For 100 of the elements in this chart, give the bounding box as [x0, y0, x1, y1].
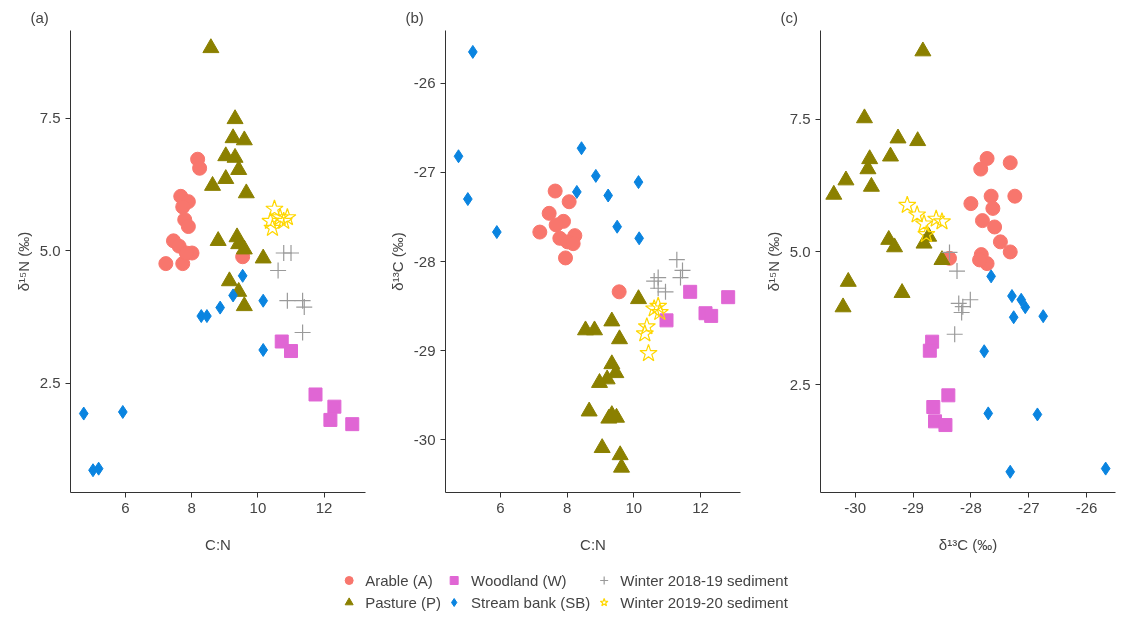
- point: [837, 170, 855, 186]
- x-tick-label: 8: [563, 498, 572, 516]
- point: [561, 194, 577, 210]
- point: [558, 250, 573, 266]
- chart-title: (c): [780, 8, 798, 26]
- point: [270, 207, 290, 226]
- y-tick-label: 5.0: [789, 242, 811, 260]
- point: [611, 445, 629, 461]
- y-tick-label: 5.0: [39, 241, 61, 259]
- point: [673, 261, 692, 280]
- point: [226, 147, 244, 163]
- point: [1020, 300, 1031, 315]
- x-tick-label: -28: [960, 498, 982, 516]
- y-tick-label: -30: [413, 430, 436, 448]
- point: [274, 334, 289, 349]
- point: [635, 324, 654, 342]
- point: [721, 290, 736, 305]
- x-axis-title: C:N: [205, 535, 231, 553]
- point: [979, 150, 995, 166]
- y-axis-title: δ¹⁵N (‰): [14, 231, 32, 292]
- point: [637, 317, 656, 335]
- point: [323, 412, 338, 427]
- point: [922, 343, 937, 358]
- point: [254, 248, 272, 264]
- point: [576, 141, 587, 156]
- point: [532, 224, 548, 240]
- point: [1002, 244, 1018, 260]
- point: [158, 256, 174, 272]
- point: [278, 292, 296, 310]
- point: [932, 212, 952, 230]
- chart-title: (a): [30, 8, 49, 26]
- point: [613, 457, 630, 473]
- y-axis-title: δ¹⁵N (‰): [764, 231, 782, 292]
- point: [668, 251, 686, 269]
- point: [983, 188, 999, 204]
- point: [650, 302, 669, 321]
- x-tick-label: 12: [315, 498, 333, 516]
- point: [985, 200, 1001, 216]
- point: [541, 205, 557, 221]
- y-tick-label: 7.5: [789, 110, 811, 128]
- point: [293, 323, 312, 342]
- point: [639, 343, 658, 362]
- point: [645, 272, 663, 290]
- point: [886, 237, 904, 253]
- point: [209, 231, 227, 246]
- point: [855, 108, 873, 124]
- point: [1038, 309, 1049, 324]
- point: [979, 344, 990, 359]
- point: [547, 183, 563, 199]
- point: [269, 261, 287, 280]
- point: [671, 268, 690, 287]
- point: [1032, 407, 1043, 422]
- point: [933, 250, 951, 266]
- x-tick-label: 6: [496, 498, 505, 516]
- point: [237, 268, 248, 283]
- point: [704, 308, 719, 323]
- legend-label: Winter 2019-20 sediment: [620, 593, 788, 611]
- point: [611, 284, 627, 300]
- point: [180, 219, 196, 235]
- x-tick-label: 6: [121, 498, 130, 516]
- point: [284, 344, 299, 359]
- point: [93, 461, 104, 476]
- point: [261, 211, 280, 230]
- legend-label: Arable (A): [365, 571, 433, 589]
- x-tick-label: 12: [692, 498, 709, 516]
- point: [258, 342, 269, 357]
- point: [926, 400, 941, 414]
- point: [586, 320, 603, 336]
- x-axis-title: δ¹³C (‰): [938, 535, 998, 553]
- point: [278, 207, 297, 226]
- point: [630, 289, 647, 305]
- point: [453, 149, 464, 164]
- point: [907, 205, 927, 223]
- point: [258, 293, 269, 308]
- x-tick-label: 10: [625, 498, 643, 516]
- y-tick-label: -28: [413, 252, 436, 270]
- point: [263, 218, 282, 236]
- point: [946, 325, 964, 343]
- point: [237, 183, 255, 199]
- point: [293, 292, 312, 310]
- point: [649, 279, 667, 297]
- point: [235, 130, 253, 146]
- point: [591, 373, 608, 388]
- x-tick-label: -30: [844, 498, 867, 516]
- x-tick-label: -27: [1017, 498, 1040, 516]
- point: [893, 283, 911, 298]
- point: [948, 262, 966, 280]
- point: [224, 128, 242, 144]
- x-tick-label: 8: [187, 498, 196, 516]
- point: [950, 294, 968, 313]
- y-tick-label: -27: [413, 163, 436, 181]
- legend-label: Woodland (W): [471, 571, 567, 589]
- y-tick-label: 2.5: [789, 375, 811, 393]
- point: [593, 438, 611, 454]
- point: [274, 211, 293, 230]
- point: [983, 406, 994, 421]
- point: [1008, 310, 1019, 325]
- y-axis-title: δ¹³C (‰): [388, 232, 406, 291]
- point: [1016, 292, 1027, 307]
- point: [1005, 464, 1016, 479]
